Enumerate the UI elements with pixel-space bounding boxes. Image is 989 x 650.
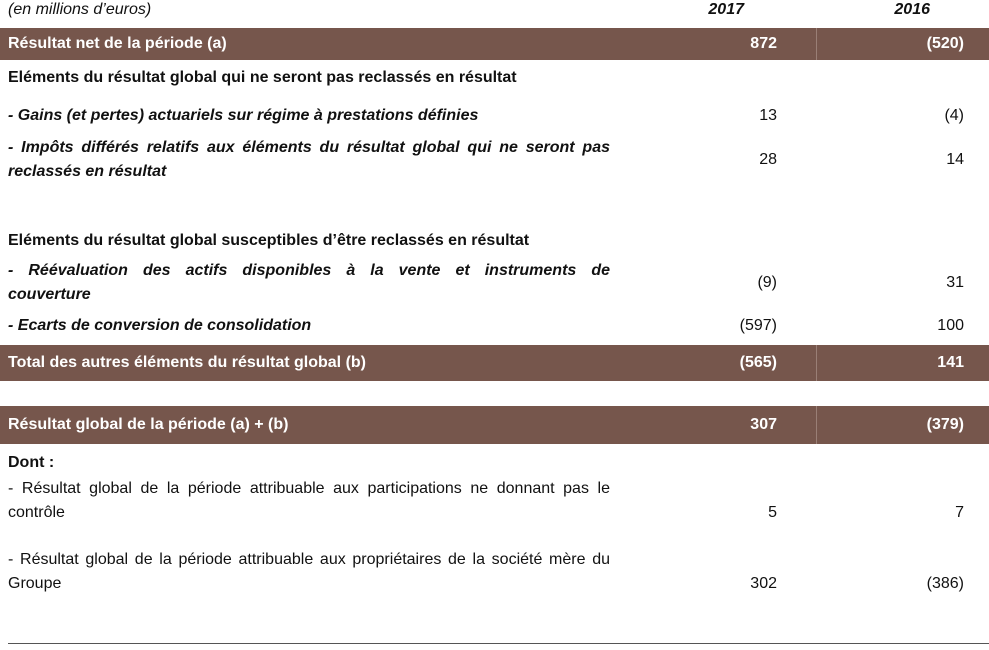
dont-heading: Dont : bbox=[0, 451, 989, 475]
value-2017: 13 bbox=[759, 107, 777, 124]
value-2016: 141 bbox=[937, 354, 964, 371]
column-header-2017: 2017 bbox=[708, 1, 744, 18]
value-2016: (379) bbox=[926, 416, 964, 433]
row-label: - Réévaluation des actifs disponibles à … bbox=[8, 262, 610, 303]
value-2017: 5 bbox=[768, 504, 777, 521]
row-label: Résultat global de la période (a) + (b) bbox=[8, 416, 289, 433]
value-2016: (520) bbox=[926, 35, 964, 52]
deferred-taxes-row: - Impôts différés relatifs aux éléments … bbox=[0, 136, 989, 184]
row-label: Dont : bbox=[8, 454, 55, 471]
section-heading-not-reclassified: Eléments du résultat global qui ne seron… bbox=[0, 66, 989, 90]
value-2017: 307 bbox=[750, 416, 777, 433]
owners-row: - Résultat global de la période attribua… bbox=[0, 548, 989, 596]
value-2017: (9) bbox=[757, 274, 777, 291]
value-2016: (4) bbox=[944, 107, 964, 124]
table-header: (en millions d’euros) 2017 2016 bbox=[0, 0, 989, 24]
total-other-row: Total des autres éléments du résultat gl… bbox=[0, 345, 989, 381]
bottom-rule bbox=[8, 643, 989, 644]
column-divider bbox=[816, 406, 817, 444]
row-label: Eléments du résultat global susceptibles… bbox=[8, 232, 530, 249]
row-label: - Résultat global de la période attribua… bbox=[8, 551, 610, 592]
minority-row: - Résultat global de la période attribua… bbox=[0, 477, 989, 525]
column-divider bbox=[816, 345, 817, 381]
section-heading-reclassifiable: Eléments du résultat global susceptibles… bbox=[0, 229, 989, 253]
value-2016: (386) bbox=[926, 575, 964, 592]
value-2016: 14 bbox=[946, 151, 964, 168]
row-label: - Impôts différés relatifs aux éléments … bbox=[8, 139, 610, 180]
row-label: Total des autres éléments du résultat gl… bbox=[8, 354, 366, 371]
actuarial-gains-row: - Gains (et pertes) actuariels sur régim… bbox=[0, 104, 989, 128]
row-label: - Gains (et pertes) actuariels sur régim… bbox=[8, 107, 479, 124]
row-label: Résultat net de la période (a) bbox=[8, 35, 227, 52]
value-2016: 31 bbox=[946, 274, 964, 291]
value-2017: 28 bbox=[759, 151, 777, 168]
row-label: - Résultat global de la période attribua… bbox=[8, 480, 610, 521]
value-2016: 100 bbox=[937, 317, 964, 334]
translation-row: - Ecarts de conversion de consolidation … bbox=[0, 314, 989, 338]
value-2017: (597) bbox=[739, 317, 777, 334]
value-2016: 7 bbox=[955, 504, 964, 521]
net-result-row: Résultat net de la période (a) 872 (520) bbox=[0, 28, 989, 60]
row-label: - Ecarts de conversion de consolidation bbox=[8, 317, 312, 334]
column-header-2016: 2016 bbox=[894, 1, 930, 18]
unit-label: (en millions d’euros) bbox=[8, 1, 152, 18]
column-divider bbox=[816, 28, 817, 60]
global-result-row: Résultat global de la période (a) + (b) … bbox=[0, 406, 989, 444]
revaluation-row: - Réévaluation des actifs disponibles à … bbox=[0, 259, 989, 307]
value-2017: 872 bbox=[750, 35, 777, 52]
row-label: Eléments du résultat global qui ne seron… bbox=[8, 69, 517, 86]
value-2017: (565) bbox=[739, 354, 777, 371]
value-2017: 302 bbox=[750, 575, 777, 592]
